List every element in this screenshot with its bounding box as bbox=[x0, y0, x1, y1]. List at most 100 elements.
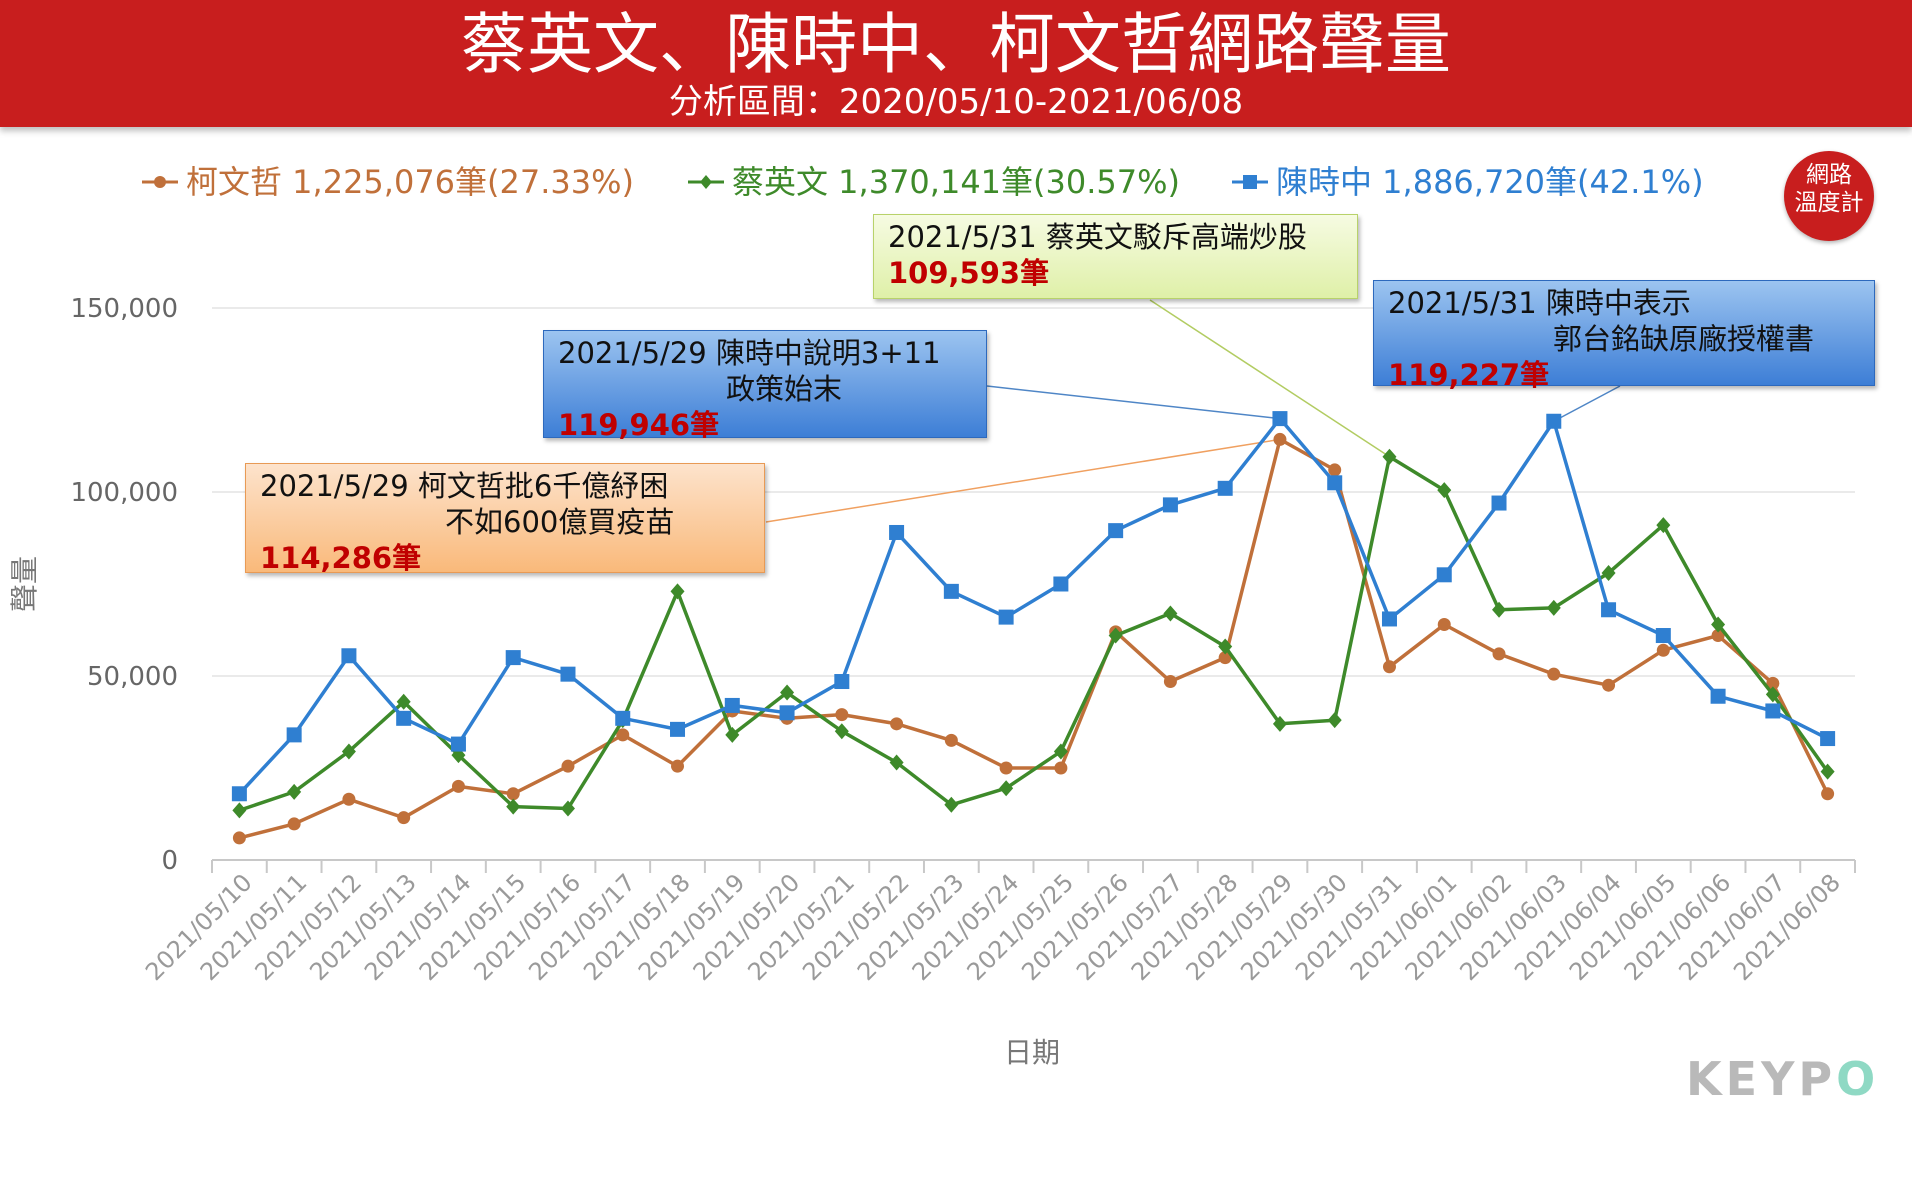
point-ko bbox=[397, 811, 411, 825]
callout-connector-chen-1 bbox=[986, 385, 1281, 420]
callout-ko-value: 114,286筆 bbox=[260, 541, 422, 575]
point-tsai bbox=[1711, 616, 1726, 633]
point-ko bbox=[342, 792, 356, 806]
legend-label-tsai: 蔡英文 1,370,141筆(30.57%) bbox=[732, 163, 1180, 201]
point-ko bbox=[232, 831, 246, 845]
y-axis-title: 聲量 bbox=[8, 556, 41, 612]
callout-chen-1-value: 119,946筆 bbox=[558, 408, 720, 442]
point-tsai bbox=[944, 796, 959, 813]
point-ko bbox=[1602, 678, 1616, 692]
point-chen bbox=[889, 524, 905, 540]
point-chen bbox=[505, 650, 521, 666]
point-chen bbox=[1272, 411, 1288, 427]
point-tsai bbox=[1218, 638, 1233, 655]
point-chen bbox=[1327, 475, 1343, 491]
point-chen bbox=[615, 710, 631, 726]
point-tsai bbox=[1053, 743, 1068, 760]
callout-chen-1: 2021/5/29 陳時中說明3+11 政策始末 119,946筆 bbox=[543, 330, 987, 442]
point-tsai bbox=[560, 800, 575, 817]
point-chen bbox=[1765, 703, 1781, 719]
point-tsai bbox=[1327, 712, 1342, 729]
point-chen bbox=[1217, 480, 1233, 496]
point-chen bbox=[1546, 413, 1562, 429]
point-ko bbox=[1492, 647, 1506, 661]
point-ko bbox=[1054, 761, 1068, 775]
point-ko bbox=[561, 759, 575, 773]
point-tsai bbox=[1820, 763, 1835, 780]
point-ko bbox=[1656, 643, 1670, 657]
point-chen bbox=[396, 710, 412, 726]
point-ko bbox=[287, 817, 301, 831]
point-ko bbox=[1218, 651, 1232, 665]
callout-tsai-value: 109,593筆 bbox=[888, 256, 1050, 290]
logo-text: KEYP bbox=[1686, 1052, 1837, 1106]
x-axis-title: 日期 bbox=[1004, 1036, 1060, 1069]
point-chen bbox=[1053, 576, 1069, 592]
point-chen bbox=[779, 705, 795, 721]
point-chen bbox=[724, 697, 740, 713]
point-chen bbox=[1162, 497, 1178, 513]
callout-ko: 2021/5/29 柯文哲批6千億紓困 不如600億買疫苗 114,286筆 bbox=[245, 463, 765, 575]
point-tsai bbox=[780, 684, 795, 701]
y-tick-label: 0 bbox=[161, 846, 178, 876]
point-ko bbox=[1821, 787, 1835, 801]
point-tsai bbox=[1382, 448, 1397, 465]
keypo-logo: KEYPO bbox=[1686, 1052, 1879, 1106]
point-tsai bbox=[670, 583, 685, 600]
callout-chen-2: 2021/5/31 陳時中表示 郭台銘缺原廠授權書 119,227筆 bbox=[1373, 280, 1875, 392]
point-tsai bbox=[834, 723, 849, 740]
callout-chen-2-value: 119,227筆 bbox=[1388, 358, 1550, 392]
page-title: 蔡英文、陳時中、柯文哲網路聲量 bbox=[461, 6, 1451, 83]
point-chen bbox=[1436, 567, 1452, 583]
badge-line2: 溫度計 bbox=[1794, 190, 1864, 216]
point-chen bbox=[560, 666, 576, 682]
series-line-chen bbox=[238, 416, 1829, 795]
callout-chen-2-line2: 郭台銘缺原廠授權書 bbox=[1553, 322, 1815, 356]
point-ko bbox=[671, 759, 685, 773]
point-tsai bbox=[1437, 482, 1452, 499]
point-ko bbox=[999, 761, 1013, 775]
point-tsai bbox=[506, 798, 521, 815]
y-tick-label: 50,000 bbox=[87, 662, 178, 692]
point-ko bbox=[1382, 660, 1396, 674]
point-ko bbox=[944, 733, 958, 747]
point-chen bbox=[1108, 523, 1124, 539]
point-ko bbox=[890, 717, 904, 731]
callout-connector-tsai bbox=[1149, 299, 1390, 458]
series-line-tsai bbox=[238, 454, 1830, 812]
badge-line1: 網路 bbox=[1806, 162, 1852, 188]
point-ko bbox=[835, 708, 849, 722]
point-tsai bbox=[999, 780, 1014, 797]
point-chen bbox=[231, 786, 247, 802]
point-ko bbox=[1766, 676, 1780, 690]
temperature-badge: 網路 溫度計 bbox=[1784, 151, 1874, 241]
point-tsai bbox=[287, 783, 302, 800]
point-tsai bbox=[396, 693, 411, 710]
point-chen bbox=[286, 727, 302, 743]
point-tsai bbox=[725, 726, 740, 743]
point-tsai bbox=[232, 802, 247, 819]
point-chen bbox=[1655, 628, 1671, 644]
point-ko bbox=[1437, 617, 1451, 631]
point-chen bbox=[450, 736, 466, 752]
legend-label-chen: 陳時中 1,886,720筆(42.1%) bbox=[1276, 163, 1704, 201]
point-tsai bbox=[1108, 627, 1123, 644]
legend-marker-tsai bbox=[700, 175, 712, 189]
point-chen bbox=[998, 609, 1014, 625]
point-ko bbox=[1163, 675, 1177, 689]
point-ko bbox=[1711, 629, 1725, 643]
legend-marker-chen bbox=[1243, 175, 1257, 189]
callout-chen-1-line1: 2021/5/29 陳時中說明3+11 bbox=[558, 336, 941, 370]
page-subtitle: 分析區間：2020/05/10-2021/06/08 bbox=[668, 82, 1244, 122]
legend-label-ko: 柯文哲 1,225,076筆(27.33%) bbox=[186, 163, 634, 201]
point-chen bbox=[1710, 688, 1726, 704]
callout-connector-ko bbox=[765, 438, 1281, 523]
logo-o: O bbox=[1836, 1052, 1880, 1106]
point-ko bbox=[616, 728, 630, 742]
header-banner: 蔡英文、陳時中、柯文哲網路聲量 分析區間：2020/05/10-2021/06/… bbox=[0, 0, 1912, 127]
point-tsai bbox=[1163, 605, 1178, 622]
point-ko bbox=[1328, 463, 1342, 477]
point-ko bbox=[506, 787, 520, 801]
point-tsai bbox=[1492, 601, 1507, 618]
point-tsai bbox=[1272, 715, 1287, 732]
